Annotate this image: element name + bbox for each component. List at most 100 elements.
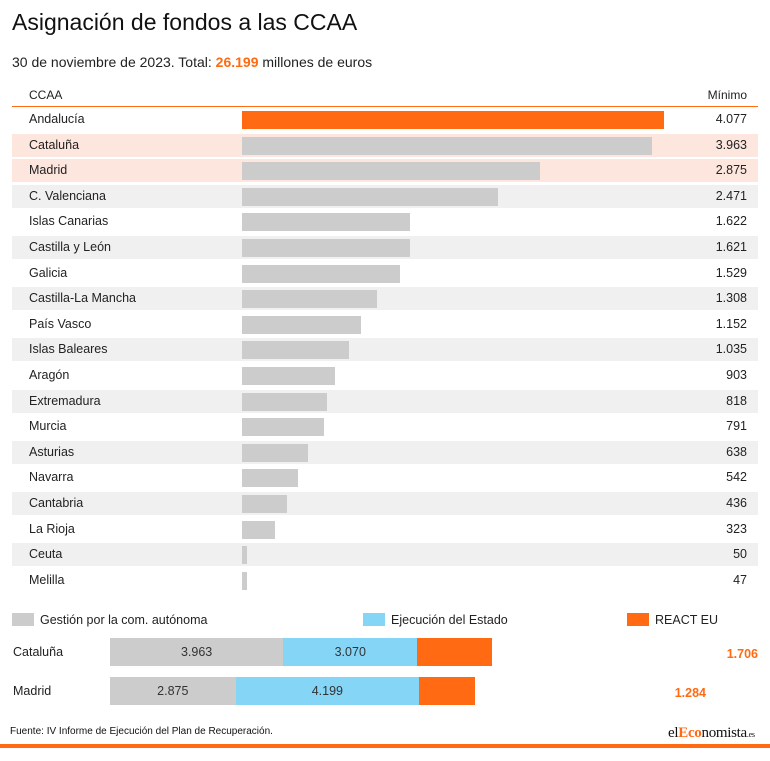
bar	[242, 213, 410, 232]
row-label: Navarra	[29, 470, 74, 485]
bar	[242, 495, 288, 513]
bar	[242, 546, 248, 565]
table-row	[12, 492, 758, 515]
subtitle-prefix: 30 de noviembre de 2023. Total:	[12, 54, 216, 70]
row-label: Cataluña	[29, 137, 80, 152]
row-value: 47	[733, 572, 747, 587]
row-value: 791	[726, 419, 747, 434]
row-value: 1.529	[715, 265, 747, 280]
bar	[242, 520, 276, 539]
table-row	[12, 313, 758, 336]
stacked-row-label: Cataluña	[13, 645, 64, 659]
row-label: Ceuta	[29, 547, 63, 562]
logo-el: el	[668, 725, 679, 741]
react-value: 1.284	[674, 686, 706, 700]
row-value: 638	[726, 444, 747, 459]
row-label: Castilla-La Mancha	[29, 291, 136, 306]
column-header-minimo: Mínimo	[707, 88, 747, 102]
row-label: Aragón	[29, 368, 70, 382]
column-header-ccaa: CCAA	[29, 88, 63, 102]
row-label: País Vasco	[29, 316, 92, 331]
row-label: Melilla	[29, 572, 65, 587]
bar	[242, 315, 362, 334]
bar	[242, 111, 664, 129]
row-value: 3.963	[715, 137, 747, 152]
source-note: Fuente: IV Informe de Ejecución del Plan…	[10, 726, 273, 737]
row-label: Castilla y León	[29, 240, 111, 254]
table-row	[12, 389, 758, 413]
row-value: 1.152	[715, 316, 747, 331]
row-value: 542	[726, 470, 747, 485]
stacked-segment: 4.199	[235, 677, 420, 705]
row-label: Islas Canarias	[29, 214, 109, 229]
logo-eco: Eco	[678, 725, 702, 741]
row-value: 903	[726, 368, 747, 382]
subtitle-suffix: millones de euros	[258, 54, 373, 70]
table-row	[12, 569, 758, 592]
bar	[242, 443, 309, 462]
row-label: Islas Baleares	[29, 342, 108, 357]
table-row	[12, 440, 758, 464]
bar	[242, 418, 324, 437]
bar	[242, 187, 498, 206]
logo-nomista: nomista	[701, 725, 748, 741]
publisher-logo: elEconomista.es	[668, 725, 755, 742]
row-value: 2.471	[715, 188, 747, 203]
chart-title: Asignación de fondos a las CCAA	[12, 9, 358, 35]
stacked-segment	[417, 638, 492, 666]
bar	[242, 341, 350, 360]
row-label: Extremadura	[29, 393, 101, 408]
bar	[242, 290, 378, 309]
bar	[242, 367, 336, 385]
bar	[242, 392, 327, 411]
bar	[242, 264, 401, 283]
row-value: 1.035	[715, 342, 747, 357]
row-value: 1.308	[715, 291, 747, 306]
stacked-segment: 2.875	[110, 677, 236, 705]
legend-swatch-estado	[363, 613, 385, 626]
table-row	[12, 518, 758, 541]
bottom-rule	[0, 744, 770, 748]
table-row	[12, 287, 758, 311]
row-label: Madrid	[29, 163, 68, 178]
subtitle-total: 26.199	[215, 54, 259, 70]
table-row	[12, 466, 758, 489]
table-row	[12, 415, 758, 438]
row-label: Cantabria	[29, 496, 84, 510]
row-label: Galicia	[29, 265, 68, 280]
bar	[242, 162, 540, 181]
bar-chart: Andalucía 4.077 Cataluña 3.963 Madrid 2.875 C.…	[12, 111, 758, 592]
row-value: 4.077	[715, 112, 747, 126]
stacked-segment: 3.963	[110, 638, 284, 666]
row-label: La Rioja	[29, 521, 75, 536]
chart-subtitle: 30 de noviembre de 2023. Total: 26.199 m…	[12, 54, 372, 70]
legend-swatch-react	[627, 613, 649, 626]
row-label: Andalucía	[29, 112, 85, 126]
react-value: 1.706	[726, 647, 758, 661]
stacked-segment: 3.070	[283, 638, 418, 666]
stacked-row-label: Madrid	[13, 684, 52, 698]
row-value: 1.621	[715, 240, 747, 254]
legend-label-react: REACT EU	[655, 613, 718, 627]
row-label: Murcia	[29, 419, 67, 434]
row-value: 818	[726, 393, 747, 408]
bar	[242, 469, 299, 488]
header-rule	[12, 106, 758, 107]
table-row	[12, 543, 758, 567]
logo-es: .es	[746, 730, 755, 739]
row-value: 436	[726, 496, 747, 510]
legend-label-gestion: Gestión por la com. autónoma	[40, 613, 208, 627]
row-value: 323	[726, 521, 747, 536]
bar	[242, 239, 410, 257]
table-row	[12, 364, 758, 387]
legend-swatch-gestion	[12, 613, 34, 626]
row-value: 1.622	[715, 214, 747, 229]
row-value: 50	[733, 547, 747, 562]
bar	[242, 136, 653, 155]
bar	[242, 571, 247, 590]
table-row	[12, 338, 758, 362]
row-label: C. Valenciana	[29, 188, 106, 203]
legend-label-estado: Ejecución del Estado	[391, 613, 508, 627]
stacked-segment	[419, 677, 476, 705]
row-label: Asturias	[29, 444, 75, 459]
